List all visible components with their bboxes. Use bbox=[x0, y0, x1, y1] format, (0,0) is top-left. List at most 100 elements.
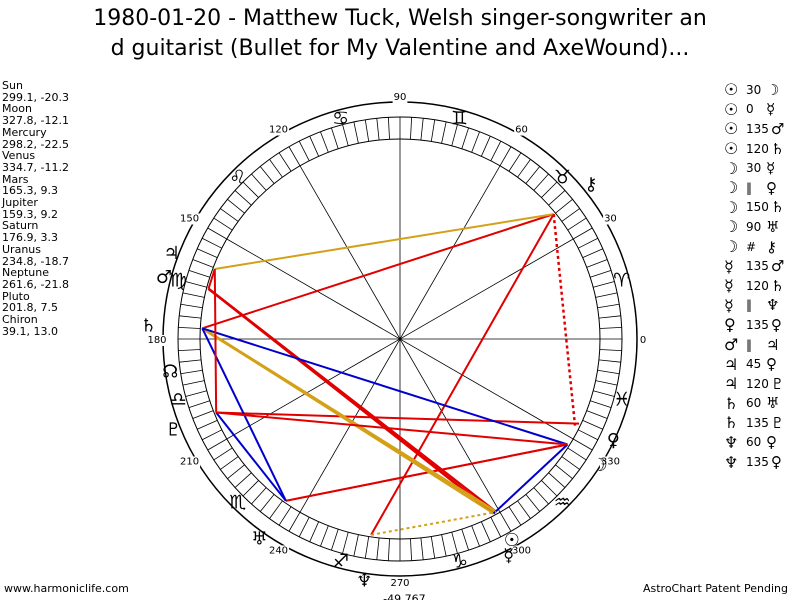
degree-tick bbox=[259, 494, 275, 512]
chiron-glyph: ⚷ bbox=[584, 174, 597, 195]
zodiac-sign-glyph: ♎ bbox=[170, 388, 187, 410]
degree-tick bbox=[288, 512, 301, 532]
degree-label-backdrop bbox=[514, 124, 529, 136]
degree-tick bbox=[179, 315, 202, 319]
degree-tick bbox=[582, 419, 603, 430]
degree-tick bbox=[192, 259, 214, 268]
aspect-planet-1-glyph: ♃ bbox=[724, 354, 739, 374]
chart-title-line-2: d guitarist (Bullet for My Valentine and… bbox=[110, 36, 690, 61]
degree-tick bbox=[480, 521, 491, 542]
aspect-line bbox=[216, 411, 580, 425]
aspect-angle: 30 bbox=[746, 161, 762, 176]
aspect-planet-1-glyph: ☿ bbox=[724, 256, 734, 276]
aspect-planet-1-glyph: ♃ bbox=[724, 374, 739, 394]
aspect-angle: 30 bbox=[746, 82, 762, 97]
degree-tick bbox=[220, 208, 239, 222]
aspect-line bbox=[207, 268, 216, 290]
aspect-planet-2-glyph: ♀ bbox=[766, 433, 777, 452]
degree-tick bbox=[298, 517, 310, 537]
degree-tick bbox=[227, 198, 245, 214]
footer-website-link[interactable]: www.harmoniclife.com bbox=[4, 582, 129, 595]
aspect-row: ♃ 45 ♀ bbox=[724, 354, 800, 374]
aspect-angle: 135 bbox=[746, 259, 769, 274]
degree-tick bbox=[182, 292, 205, 298]
zodiac-sign-glyph: ♓ bbox=[613, 388, 630, 410]
degree-tick bbox=[420, 118, 424, 141]
planet-name-mercury: Mercury bbox=[2, 125, 47, 139]
aspect-planet-2-glyph: ♀ bbox=[770, 453, 782, 472]
aspect-angle: 60 bbox=[746, 396, 762, 411]
degree-tick bbox=[410, 538, 413, 561]
aspect-row: ☽ 30 ☿ bbox=[724, 158, 800, 178]
aspect-planet-1-glyph: ☉ bbox=[724, 119, 739, 139]
degree-tick bbox=[207, 438, 227, 451]
aspect-planet-2-glyph: ♇ bbox=[770, 413, 785, 432]
planet-name-jupiter: Jupiter bbox=[2, 196, 38, 210]
aspect-row: ☽ 150 ♄ bbox=[724, 198, 800, 218]
degree-tick bbox=[242, 181, 259, 198]
aspect-angle: # bbox=[746, 239, 757, 254]
aspect-planet-2-glyph: ♄ bbox=[770, 139, 785, 158]
planet-position-sun: 299.1, -20.3 bbox=[2, 90, 69, 104]
degree-tick bbox=[309, 521, 320, 542]
aspect-planet-1-glyph: ♄ bbox=[724, 413, 739, 433]
degree-tick bbox=[387, 538, 390, 561]
aspect-planet-1-glyph: ☽ bbox=[724, 178, 739, 198]
planet-name-uranus: Uranus bbox=[2, 242, 41, 256]
aspect-line bbox=[201, 327, 568, 446]
degree-label: 150 bbox=[180, 214, 199, 225]
aspect-planet-1-glyph: ♄ bbox=[724, 393, 739, 413]
degree-tick bbox=[364, 119, 370, 142]
degree-tick bbox=[197, 248, 218, 259]
aspect-planet-2-glyph: ☿ bbox=[766, 100, 776, 119]
aspect-planet-2-glyph: ♂ bbox=[770, 119, 785, 138]
sun-glyph: ☉ bbox=[504, 530, 520, 551]
mercury-glyph: ☿ bbox=[503, 546, 514, 567]
degree-tick bbox=[578, 429, 598, 441]
degree-tick bbox=[555, 464, 573, 480]
degree-tick bbox=[480, 136, 491, 157]
degree-tick bbox=[213, 447, 233, 461]
degree-tick bbox=[508, 506, 522, 526]
degree-tick bbox=[471, 525, 480, 547]
aspect-planet-1-glyph: ♂ bbox=[724, 335, 739, 355]
zodiac-sign-glyph: ♑ bbox=[451, 551, 468, 573]
zodiac-sign-glyph: ♏ bbox=[229, 491, 246, 513]
planet-position-pluto: 201.8, 7.5 bbox=[2, 301, 58, 315]
degree-tick bbox=[234, 190, 252, 206]
aspect-planet-2-glyph: ⚷ bbox=[766, 237, 777, 256]
degree-tick bbox=[320, 131, 329, 153]
moon-glyph: ☽ bbox=[592, 455, 608, 476]
degree-tick bbox=[259, 166, 275, 184]
aspect-planet-1-glyph: ♆ bbox=[724, 432, 739, 452]
aspect-row: ♆ 135 ♀ bbox=[724, 452, 800, 472]
neptune-readout: -49,767 bbox=[383, 592, 425, 600]
degree-label: 330 bbox=[601, 457, 620, 468]
planet-position-uranus: 234.8, -18.7 bbox=[2, 254, 69, 268]
degree-tick bbox=[499, 146, 512, 166]
degree-tick bbox=[353, 121, 359, 144]
degree-tick bbox=[278, 152, 292, 172]
degree-tick bbox=[441, 534, 447, 557]
aspect-planet-2-glyph: ♂ bbox=[770, 257, 785, 276]
degree-label-backdrop bbox=[179, 456, 201, 468]
aspect-row: ☽ ‖ ♀ bbox=[724, 178, 800, 198]
planet-name-venus: Venus bbox=[2, 149, 36, 163]
degree-tick bbox=[309, 136, 320, 157]
degree-tick bbox=[461, 127, 469, 149]
planet-position-chiron: 39.1, 13.0 bbox=[2, 324, 58, 338]
chart-title-line-1: 1980-01-20 - Matthew Tuck, Welsh singer-… bbox=[93, 6, 707, 31]
zodiac-sign-glyph: ♉ bbox=[554, 167, 571, 189]
degree-tick bbox=[178, 326, 201, 329]
aspect-planet-1-glyph: ☽ bbox=[724, 158, 739, 178]
aspect-row: ♄ 135 ♇ bbox=[724, 413, 800, 433]
aspect-angle: 135 bbox=[746, 455, 769, 470]
degree-label-backdrop bbox=[599, 456, 621, 468]
aspect-line bbox=[213, 269, 218, 413]
degree-label-backdrop bbox=[603, 213, 618, 225]
degree-tick bbox=[242, 480, 259, 497]
venus-glyph: ♀ bbox=[607, 430, 620, 451]
degree-label: 210 bbox=[180, 457, 199, 468]
aspect-row: ☿ 120 ♄ bbox=[724, 276, 800, 296]
